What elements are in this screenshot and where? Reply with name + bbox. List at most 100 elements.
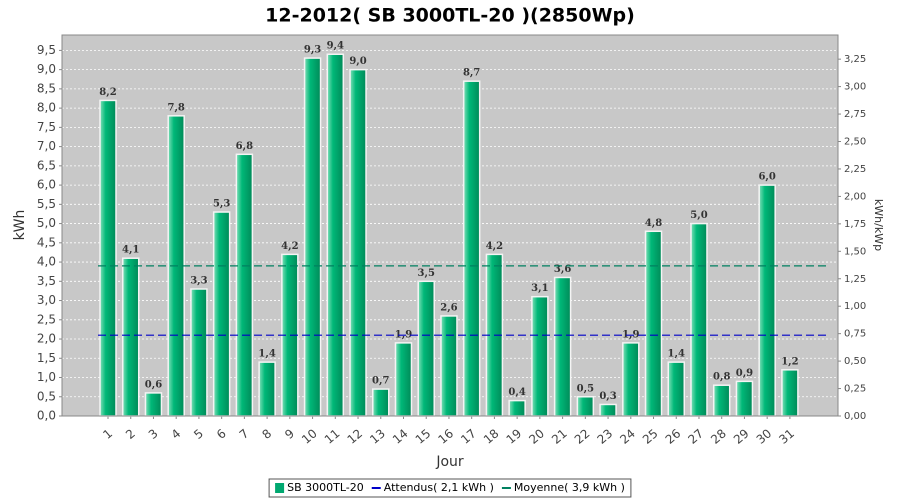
plot-border (61, 34, 839, 417)
y-axis-label: kWh (12, 210, 28, 241)
value-label: 5,3 (213, 199, 230, 210)
value-label: 4,8 (645, 218, 662, 229)
value-label: 6,8 (236, 141, 253, 152)
value-label: 9,0 (349, 56, 366, 67)
value-label: 9,4 (327, 41, 344, 52)
y-tick-label: 5,5 (37, 197, 56, 211)
y-tick-label: 1,5 (37, 351, 56, 365)
legend-label: Attendus( 2,1 kWh ) (384, 481, 494, 494)
y2-axis-label: kWh/kWp (872, 199, 885, 251)
bar (622, 342, 640, 417)
x-tick-label: 1 (100, 426, 115, 442)
x-axis-label: Jour (435, 454, 464, 470)
x-tick-label: 17 (458, 426, 479, 447)
bar (531, 295, 549, 417)
value-label: 1,4 (668, 349, 685, 360)
x-tick-label: 20 (526, 426, 547, 447)
x-tick-label: 23 (595, 426, 616, 447)
y2-tick-label: 2,75 (844, 109, 866, 120)
value-label: 0,9 (736, 368, 753, 379)
legend-label: Moyenne( 3,9 kWh ) (514, 481, 625, 494)
value-label: 0,8 (713, 372, 730, 383)
value-label: 4,2 (486, 241, 503, 252)
bar (303, 57, 322, 417)
bar (349, 68, 367, 417)
y-tick-label: 2,5 (37, 312, 56, 326)
y2-tick-label: 0,25 (844, 384, 866, 395)
value-label: 0,3 (599, 391, 616, 402)
y2-tick-label: 1,75 (844, 219, 866, 230)
x-tick-label: 4 (169, 426, 184, 442)
bar (712, 384, 731, 417)
bar (235, 153, 254, 417)
bar (781, 369, 799, 417)
y2-tick-label: 2,50 (844, 137, 866, 148)
value-label: 5,0 (690, 210, 707, 221)
bar (508, 399, 526, 417)
x-tick-label: 3 (146, 426, 161, 442)
y-tick-label: 4,5 (37, 235, 56, 249)
bar (667, 361, 685, 417)
value-label: 0,5 (577, 383, 594, 394)
x-tick-label: 22 (572, 426, 593, 447)
y2-tick-label: 1,50 (844, 246, 866, 257)
y-tick-label: 0,5 (37, 389, 56, 403)
y-tick-label: 1,0 (37, 370, 56, 384)
bar (212, 211, 231, 417)
bar (440, 315, 458, 417)
bar (258, 361, 276, 417)
x-tick-label: 18 (481, 426, 502, 447)
x-tick-label: 15 (413, 426, 434, 447)
x-tick-label: 27 (685, 426, 706, 447)
value-label: 0,6 (145, 379, 162, 390)
x-tick-label: 14 (390, 426, 411, 447)
y-tick-label: 7,5 (37, 120, 56, 134)
x-tick-label: 10 (299, 426, 320, 447)
value-label: 3,5 (418, 268, 435, 279)
bar (144, 392, 163, 417)
y2-tick-label: 2,25 (844, 164, 866, 175)
y-tick-label: 0,0 (37, 409, 56, 423)
y2-tick-label: 2,00 (844, 191, 866, 202)
y-tick-label: 4,0 (37, 255, 56, 269)
x-tick-label: 6 (214, 426, 229, 442)
value-label: 0,7 (372, 376, 389, 387)
x-tick-label: 26 (663, 426, 684, 447)
x-tick-label: 11 (322, 426, 343, 447)
legend: SB 3000TL-20 Attendus( 2,1 kWh ) Moyenne( … (268, 478, 632, 498)
bar (599, 403, 617, 417)
x-tick-label: 13 (367, 426, 388, 447)
bar (394, 342, 413, 417)
value-label: 1,4 (258, 349, 275, 360)
bar (326, 53, 345, 417)
x-tick-label: 5 (191, 426, 206, 442)
value-label: 1,2 (781, 356, 798, 367)
chart-title: 12-2012( SB 3000TL-20 )(2850Wp) (265, 5, 635, 27)
bar (644, 230, 663, 417)
x-tick-label: 28 (708, 426, 729, 447)
x-tick-label: 2 (123, 426, 138, 442)
bar (417, 280, 435, 417)
y-tick-label: 5,0 (37, 216, 56, 230)
bar (735, 380, 754, 417)
y-tick-label: 8,5 (37, 81, 56, 95)
y2-tick-label: 0,00 (844, 411, 866, 422)
x-tick-label: 9 (282, 426, 297, 442)
y-tick-label: 6,5 (37, 158, 56, 172)
y-tick-label: 9,0 (37, 62, 56, 76)
y-tick-label: 3,0 (37, 293, 56, 307)
value-label: 7,8 (167, 102, 184, 113)
y2-tick-label: 0,75 (844, 329, 866, 340)
y2-tick-label: 0,50 (844, 356, 866, 367)
bar (99, 99, 117, 417)
value-label: 3,6 (554, 264, 571, 275)
y2-tick-label: 1,00 (844, 301, 866, 312)
y2-tick-label: 1,25 (844, 274, 866, 285)
value-label: 8,2 (99, 87, 116, 98)
x-tick-label: 8 (259, 426, 274, 442)
bar (372, 388, 390, 417)
bar (190, 288, 208, 417)
value-label: 6,0 (758, 172, 775, 183)
y-tick-label: 7,0 (37, 139, 56, 153)
